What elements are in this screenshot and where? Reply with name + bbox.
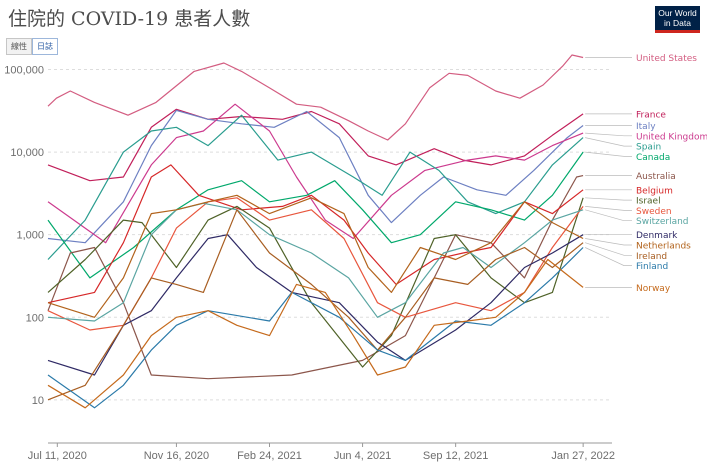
series-line [47,197,584,331]
series-label: Ireland [636,252,667,262]
owid-logo[interactable]: Our World in Data [655,6,700,33]
series-label: Netherlands [636,241,691,251]
label-connector [585,242,632,256]
series-line [47,175,584,380]
log-scale-button[interactable]: 日誌 [32,38,58,55]
series-label: United Kingdom [636,132,707,142]
series-label: United States [636,54,697,64]
series-label: Sweden [636,207,672,217]
logo-accent-bar [655,30,700,33]
series-line [47,108,584,182]
label-connector [585,206,632,211]
series-line [47,164,584,304]
x-tick-label: Jun 4, 2021 [334,450,392,462]
series-label: Denmark [636,231,678,241]
series-line [47,109,584,244]
series-line [47,194,584,318]
series-label: Italy [636,122,656,132]
series-label: Israel [636,197,661,207]
logo-line-1: Our World [658,8,697,18]
series-label: Australia [636,172,676,182]
x-tick-label: Feb 24, 2021 [237,450,302,462]
label-connector [585,151,632,157]
series-line [47,209,584,401]
chart-title: 住院的 COVID-19 患者人數 [8,8,251,30]
series-label: Belgium [636,186,673,196]
series-label: France [636,110,666,120]
label-connector [585,197,632,201]
series-line [47,258,584,409]
y-tick-label: 10,000 [10,147,44,159]
label-connector [585,247,632,266]
x-tick-label: Jan 27, 2022 [551,450,615,462]
series-line [47,202,584,322]
series-line [47,103,584,244]
series-label: Switzerland [636,217,689,227]
series-line [47,54,584,141]
series-label: Finland [636,262,668,272]
series-line [47,114,584,260]
label-connector [585,238,632,246]
x-tick-label: Sep 12, 2021 [423,450,488,462]
label-connector [585,209,632,222]
x-tick-label: Jul 11, 2020 [28,450,87,462]
label-connector [585,132,632,137]
series-line [47,151,584,279]
y-tick-label: 100,000 [4,65,44,77]
series-label: Spain [636,143,661,153]
y-tick-label: 1,000 [16,230,44,242]
label-connector [585,137,632,147]
x-tick-label: Nov 16, 2020 [144,450,209,462]
y-tick-label: 100 [26,312,44,324]
logo-line-2: in Data [664,18,691,28]
scale-toggle: 線性 日誌 [6,38,58,55]
y-tick-label: 10 [32,395,44,407]
series-line [47,247,584,409]
series-line [47,197,584,368]
linear-scale-button[interactable]: 線性 [6,38,32,55]
series-label: Canada [636,153,670,163]
series-label: Norway [636,284,671,294]
